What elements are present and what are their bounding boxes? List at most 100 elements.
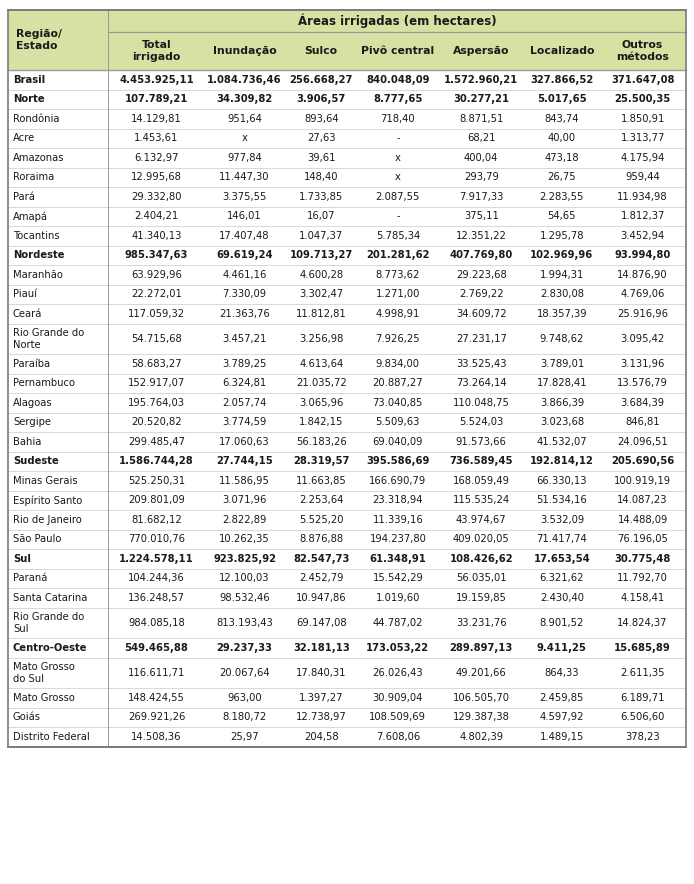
Text: Rio Grande do
Sul: Rio Grande do Sul <box>13 612 84 634</box>
Text: 25.916,96: 25.916,96 <box>617 309 668 319</box>
Text: 69.040,09: 69.040,09 <box>373 437 423 446</box>
Text: 293,79: 293,79 <box>464 172 499 182</box>
Bar <box>8 471 686 491</box>
Text: Alagoas: Alagoas <box>13 398 53 408</box>
Text: 1.224.578,11: 1.224.578,11 <box>119 553 194 564</box>
Text: 56.035,01: 56.035,01 <box>456 573 507 583</box>
Text: 136.248,57: 136.248,57 <box>128 593 185 603</box>
Text: 4.613,64: 4.613,64 <box>299 359 344 369</box>
Text: 43.974,67: 43.974,67 <box>456 514 507 525</box>
Text: 73.040,85: 73.040,85 <box>373 398 423 408</box>
Text: Santa Catarina: Santa Catarina <box>13 593 87 603</box>
Bar <box>8 413 686 432</box>
Text: x: x <box>242 133 248 143</box>
Text: 104.244,36: 104.244,36 <box>128 573 185 583</box>
Text: 3.065,96: 3.065,96 <box>299 398 344 408</box>
Text: 4.769,06: 4.769,06 <box>620 289 665 300</box>
Text: 21.363,76: 21.363,76 <box>219 309 270 319</box>
Text: 204,58: 204,58 <box>304 732 339 742</box>
Text: 109.713,27: 109.713,27 <box>289 250 353 260</box>
Text: 984.085,18: 984.085,18 <box>128 618 185 628</box>
Text: 6.132,97: 6.132,97 <box>134 153 179 163</box>
Text: 3.532,09: 3.532,09 <box>540 514 584 525</box>
Bar <box>8 588 686 607</box>
Text: 102.969,96: 102.969,96 <box>530 250 593 260</box>
Bar <box>8 226 686 246</box>
Text: 195.764,03: 195.764,03 <box>128 398 185 408</box>
Text: 117.059,32: 117.059,32 <box>128 309 185 319</box>
Text: 3.131,96: 3.131,96 <box>620 359 665 369</box>
Text: 58.683,27: 58.683,27 <box>131 359 182 369</box>
Text: 5.509,63: 5.509,63 <box>375 417 420 427</box>
Text: Goiás: Goiás <box>13 713 41 722</box>
Text: Paraná: Paraná <box>13 573 47 583</box>
Text: Mato Grosso
do Sul: Mato Grosso do Sul <box>13 662 75 683</box>
Text: 20.067,64: 20.067,64 <box>219 667 270 678</box>
Bar <box>8 128 686 148</box>
Text: 17.653,54: 17.653,54 <box>534 553 591 564</box>
Text: 14.488,09: 14.488,09 <box>618 514 668 525</box>
Text: Amapá: Amapá <box>13 211 48 222</box>
Text: 1.733,85: 1.733,85 <box>299 192 344 202</box>
Text: 15.685,89: 15.685,89 <box>614 643 671 652</box>
Text: 2.404,21: 2.404,21 <box>135 211 178 221</box>
Text: 39,61: 39,61 <box>307 153 335 163</box>
Text: 2.057,74: 2.057,74 <box>223 398 266 408</box>
Text: 3.684,39: 3.684,39 <box>620 398 665 408</box>
Text: 20.520,82: 20.520,82 <box>131 417 182 427</box>
Text: 409.020,05: 409.020,05 <box>453 534 509 545</box>
Text: 69.147,08: 69.147,08 <box>296 618 346 628</box>
Text: 407.769,80: 407.769,80 <box>450 250 513 260</box>
Text: 16,07: 16,07 <box>307 211 335 221</box>
Text: 963,00: 963,00 <box>228 693 262 703</box>
Text: 985.347,63: 985.347,63 <box>125 250 188 260</box>
Text: 26,75: 26,75 <box>548 172 576 182</box>
Text: -: - <box>396 133 400 143</box>
Text: 6.506,60: 6.506,60 <box>620 713 665 722</box>
Text: 21.035,72: 21.035,72 <box>296 378 346 388</box>
Text: 893,64: 893,64 <box>304 114 339 124</box>
Text: 15.542,29: 15.542,29 <box>373 573 423 583</box>
Text: 395.586,69: 395.586,69 <box>366 456 430 466</box>
Text: 2.430,40: 2.430,40 <box>540 593 584 603</box>
Bar <box>8 491 686 510</box>
Bar <box>8 109 686 128</box>
Text: 5.017,65: 5.017,65 <box>537 95 586 104</box>
Bar <box>8 530 686 549</box>
Text: São Paulo: São Paulo <box>13 534 61 545</box>
Text: Áreas irrigadas (em hectares): Áreas irrigadas (em hectares) <box>298 14 496 28</box>
Text: 73.264,14: 73.264,14 <box>456 378 507 388</box>
Text: 8.773,62: 8.773,62 <box>375 270 420 279</box>
Text: 923.825,92: 923.825,92 <box>213 553 276 564</box>
Text: 107.789,21: 107.789,21 <box>125 95 188 104</box>
Text: 840.048,09: 840.048,09 <box>366 75 430 85</box>
Text: 4.453.925,11: 4.453.925,11 <box>119 75 194 85</box>
Text: 23.318,94: 23.318,94 <box>373 495 423 506</box>
Text: Sudeste: Sudeste <box>13 456 59 466</box>
Text: 106.505,70: 106.505,70 <box>452 693 510 703</box>
Text: 54.715,68: 54.715,68 <box>131 334 182 344</box>
Text: x: x <box>395 172 401 182</box>
Text: 11.447,30: 11.447,30 <box>219 172 270 182</box>
Text: 11.586,95: 11.586,95 <box>219 476 270 485</box>
Bar <box>8 607 686 638</box>
Text: 22.272,01: 22.272,01 <box>131 289 182 300</box>
Bar <box>8 707 686 727</box>
Text: Amazonas: Amazonas <box>13 153 65 163</box>
Text: 108.509,69: 108.509,69 <box>369 713 426 722</box>
Text: 959,44: 959,44 <box>625 172 660 182</box>
Text: Aspersão: Aspersão <box>453 46 509 56</box>
Text: 4.597,92: 4.597,92 <box>540 713 584 722</box>
Text: 8.876,88: 8.876,88 <box>299 534 344 545</box>
Text: 41.340,13: 41.340,13 <box>131 231 182 240</box>
Text: 30.909,04: 30.909,04 <box>373 693 423 703</box>
Text: 26.026,43: 26.026,43 <box>373 667 423 678</box>
Text: Bahia: Bahia <box>13 437 42 446</box>
Text: 34.309,82: 34.309,82 <box>217 95 273 104</box>
Text: 1.019,60: 1.019,60 <box>375 593 420 603</box>
Text: 69.619,24: 69.619,24 <box>217 250 273 260</box>
Text: 41.532,07: 41.532,07 <box>536 437 587 446</box>
Text: 56.183,26: 56.183,26 <box>296 437 346 446</box>
Text: Distrito Federal: Distrito Federal <box>13 732 90 742</box>
Text: 2.830,08: 2.830,08 <box>540 289 584 300</box>
